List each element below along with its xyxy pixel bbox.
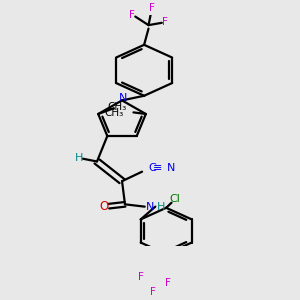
Text: CH₃: CH₃ [104, 108, 124, 118]
Text: H: H [75, 153, 83, 163]
Text: N: N [119, 93, 128, 103]
Text: F: F [129, 10, 135, 20]
Text: ≡: ≡ [153, 164, 162, 173]
Text: F: F [150, 287, 156, 297]
Text: C: C [148, 164, 156, 173]
Text: F: F [162, 17, 168, 27]
Text: N: N [146, 202, 154, 212]
Text: CH₃: CH₃ [108, 102, 127, 112]
Text: N: N [167, 164, 175, 173]
Text: F: F [138, 272, 144, 282]
Text: Cl: Cl [169, 194, 180, 204]
Text: O: O [100, 200, 109, 213]
Text: F: F [165, 278, 171, 288]
Text: H: H [157, 202, 165, 212]
Text: F: F [148, 3, 154, 13]
